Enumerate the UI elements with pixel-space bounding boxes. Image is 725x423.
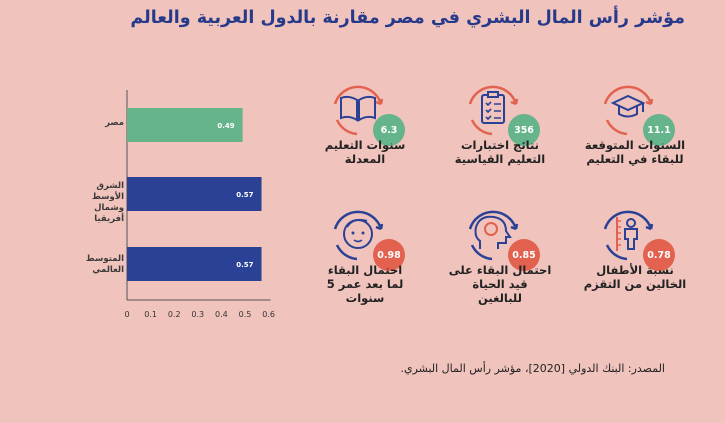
category-label: الشرق الأوسط وشمال أفريقيا	[92, 181, 124, 224]
indicator-label: احتمال البقاء لما بعد عمر 5 سنوات	[326, 263, 404, 305]
indicator-value-badge: 356	[508, 114, 540, 146]
category-label: المتوسط العالمي	[85, 254, 124, 275]
category-label: مصر	[105, 118, 124, 128]
bar-2	[127, 247, 262, 281]
indicator-2: 356 نتائج اختبارات التعليم القياسية	[445, 82, 555, 192]
bar-1	[127, 177, 262, 211]
bar-chart-svg: 0.49 0.57 0.57	[126, 90, 271, 301]
indicator-value-badge: 0.85	[508, 239, 540, 271]
baby-face-icon	[333, 210, 384, 261]
x-tick-label: 0.2	[167, 310, 181, 319]
bar-0	[127, 108, 243, 142]
head-brain-icon	[468, 210, 519, 261]
x-tick-label: 0.6	[262, 310, 275, 319]
indicator-value-badge: 6.3	[373, 114, 405, 146]
clipboard-checklist-icon	[468, 85, 519, 136]
indicator-4: 0.78 نسبة الأطفال الخالين من التقزم	[580, 207, 690, 317]
x-tick-label: 0	[124, 310, 130, 319]
source-note: المصدر: البنك الدولي [2020]، مؤشر رأس ال…	[400, 362, 665, 375]
x-tick-label: 0.4	[215, 310, 228, 319]
bar-value-label: 0.57	[236, 191, 253, 199]
page-title: مؤشر رأس المال البشري في مصر مقارنة بالد…	[130, 8, 685, 28]
indicator-label: السنوات المتوقعة للبقاء في التعليم	[584, 138, 686, 166]
indicator-5: 0.85 احتمال البقاء على قيد الحياة للبالغي…	[445, 207, 555, 317]
x-tick-label: 0.3	[191, 310, 205, 319]
bar-value-label: 0.49	[217, 122, 234, 130]
indicator-value-badge: 0.78	[643, 239, 675, 271]
indicator-label: نسبة الأطفال الخالين من التقزم	[583, 263, 687, 291]
x-tick-label: 0.1	[144, 310, 157, 319]
indicator-label: نتائج اختبارات التعليم القياسية	[454, 138, 546, 166]
open-book-icon	[333, 85, 384, 136]
bar-value-label: 0.57	[236, 261, 253, 269]
indicator-label: احتمال البقاء على قيد الحياة للبالغين	[448, 263, 552, 305]
indicator-3: 6.3 سنوات التعليم المعدلة	[310, 82, 420, 192]
bar-chart: 0.49 0.57 0.57 مصر الشرق الأوسط وشمال أفريق…	[0, 0, 300, 330]
indicator-value-badge: 0.98	[373, 239, 405, 271]
indicator-label: سنوات التعليم المعدلة	[324, 138, 406, 166]
child-height-icon	[603, 210, 654, 261]
indicator-1: 11.1 السنوات المتوقعة للبقاء في التعليم	[580, 82, 690, 192]
indicator-value-badge: 11.1	[643, 114, 675, 146]
x-tick-label: 0.5	[238, 310, 252, 319]
indicator-6: 0.98 احتمال البقاء لما بعد عمر 5 سنوات	[310, 207, 420, 317]
graduation-cap-icon	[603, 85, 654, 136]
